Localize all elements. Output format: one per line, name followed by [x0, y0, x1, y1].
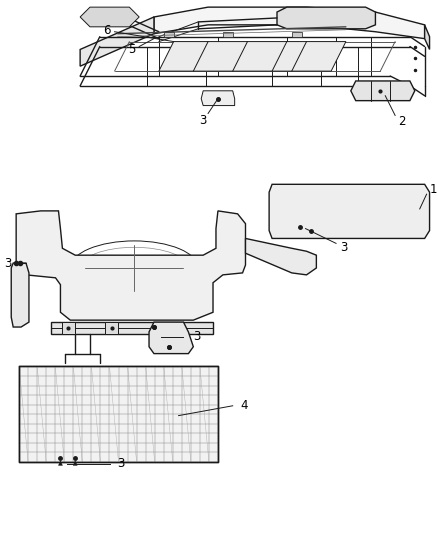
Polygon shape [19, 366, 218, 462]
Polygon shape [223, 32, 233, 37]
Polygon shape [149, 322, 193, 353]
Text: 4: 4 [240, 399, 248, 413]
Text: 6: 6 [103, 25, 110, 37]
Polygon shape [105, 322, 117, 334]
Polygon shape [11, 263, 29, 327]
Polygon shape [154, 7, 425, 38]
Polygon shape [425, 25, 430, 50]
Circle shape [328, 15, 334, 21]
Polygon shape [80, 7, 139, 27]
Text: 3: 3 [199, 114, 207, 127]
Polygon shape [51, 322, 213, 334]
Text: 3: 3 [193, 330, 201, 343]
Polygon shape [159, 42, 346, 71]
Polygon shape [292, 32, 302, 37]
Polygon shape [73, 461, 77, 465]
Polygon shape [80, 17, 154, 66]
Text: 1: 1 [430, 183, 437, 196]
Polygon shape [164, 32, 173, 37]
Text: 2: 2 [398, 115, 406, 128]
Polygon shape [277, 7, 375, 29]
Polygon shape [351, 81, 415, 101]
Polygon shape [269, 184, 430, 238]
Polygon shape [201, 91, 235, 106]
Polygon shape [245, 238, 316, 275]
Text: 3: 3 [340, 241, 348, 254]
Polygon shape [16, 211, 245, 320]
Polygon shape [63, 322, 75, 334]
Polygon shape [59, 461, 63, 465]
Text: 5: 5 [127, 43, 135, 56]
Text: 3: 3 [117, 457, 125, 470]
Text: 3: 3 [4, 256, 11, 270]
